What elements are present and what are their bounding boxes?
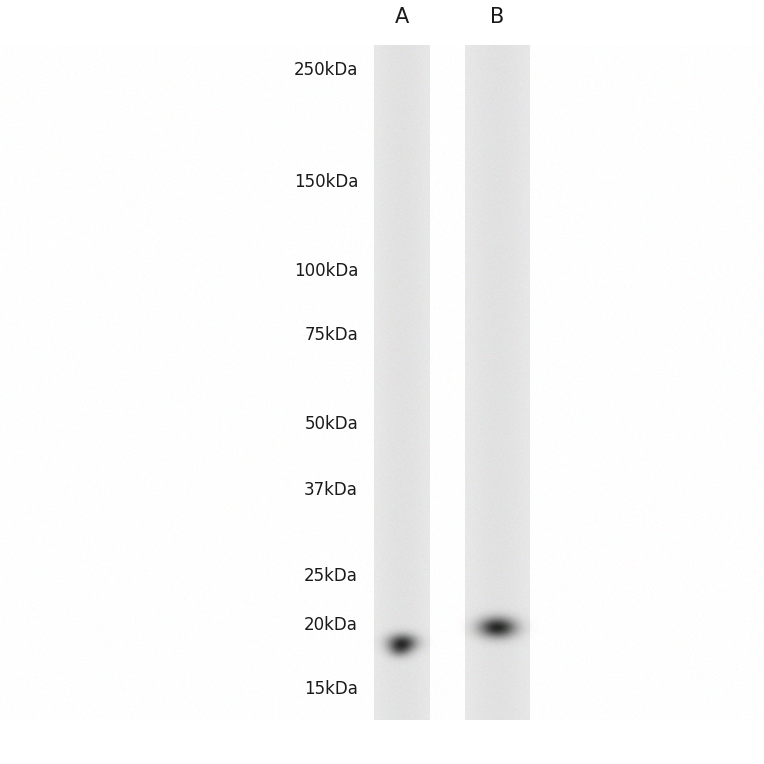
Text: 75kDa: 75kDa: [304, 325, 358, 344]
Bar: [465, 45, 530, 720]
Text: 250kDa: 250kDa: [293, 61, 358, 79]
Bar: [374, 45, 430, 720]
Text: 150kDa: 150kDa: [293, 173, 358, 191]
Text: 20kDa: 20kDa: [304, 617, 358, 634]
Text: B: B: [490, 7, 505, 27]
Text: 25kDa: 25kDa: [304, 567, 358, 585]
Text: 100kDa: 100kDa: [293, 262, 358, 280]
Text: 37kDa: 37kDa: [304, 481, 358, 499]
Text: A: A: [395, 7, 410, 27]
Text: 15kDa: 15kDa: [304, 679, 358, 698]
Text: 50kDa: 50kDa: [304, 415, 358, 432]
